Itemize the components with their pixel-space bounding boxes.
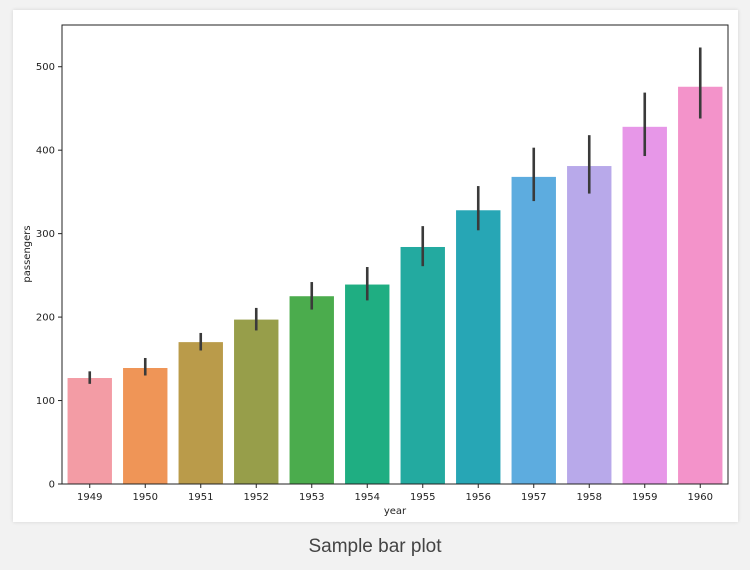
x-tick-label-1951: 1951	[188, 492, 213, 503]
y-axis: 0 100 200 300 400 500	[36, 62, 62, 491]
error-bars-group	[88, 47, 702, 384]
plot-area-border	[61, 24, 729, 485]
bar-1958	[567, 166, 612, 484]
x-tick-label-1952: 1952	[244, 492, 269, 503]
bars-group	[67, 86, 723, 485]
bar-1956	[456, 210, 501, 484]
x-tick-label-1960: 1960	[688, 492, 713, 503]
bar-1957	[511, 176, 556, 484]
bar-1949	[67, 378, 112, 484]
bar-1955	[400, 246, 445, 484]
bar-1953	[289, 296, 334, 484]
x-axis: 1949 1950 1951 1952 1953 1954 1955 1956 1957 1958…	[77, 484, 713, 503]
x-tick-label-1955: 1955	[410, 492, 435, 503]
y-tick-label-400: 400	[36, 146, 55, 157]
bar-1950	[123, 367, 168, 484]
y-tick-label-100: 100	[36, 396, 55, 407]
bar-1960	[678, 86, 723, 485]
y-tick-label-300: 300	[36, 229, 55, 240]
x-axis-label: year	[384, 506, 407, 517]
y-tick-label-200: 200	[36, 313, 55, 324]
bar-1954	[345, 284, 390, 484]
x-tick-label-1954: 1954	[355, 492, 380, 503]
x-tick-label-1959: 1959	[632, 492, 657, 503]
y-tick-label-500: 500	[36, 62, 55, 73]
bar-1952	[234, 319, 279, 484]
bar-1959	[622, 126, 667, 484]
x-tick-label-1953: 1953	[299, 492, 324, 503]
x-tick-label-1949: 1949	[77, 492, 102, 503]
y-tick-label-0: 0	[49, 480, 55, 491]
x-tick-label-1958: 1958	[577, 492, 602, 503]
bar-1951	[178, 342, 223, 484]
x-tick-label-1956: 1956	[466, 492, 491, 503]
x-tick-label-1957: 1957	[521, 492, 546, 503]
figure-caption: Sample bar plot	[308, 536, 442, 557]
y-axis-label: passengers	[22, 225, 33, 282]
x-tick-label-1950: 1950	[133, 492, 158, 503]
